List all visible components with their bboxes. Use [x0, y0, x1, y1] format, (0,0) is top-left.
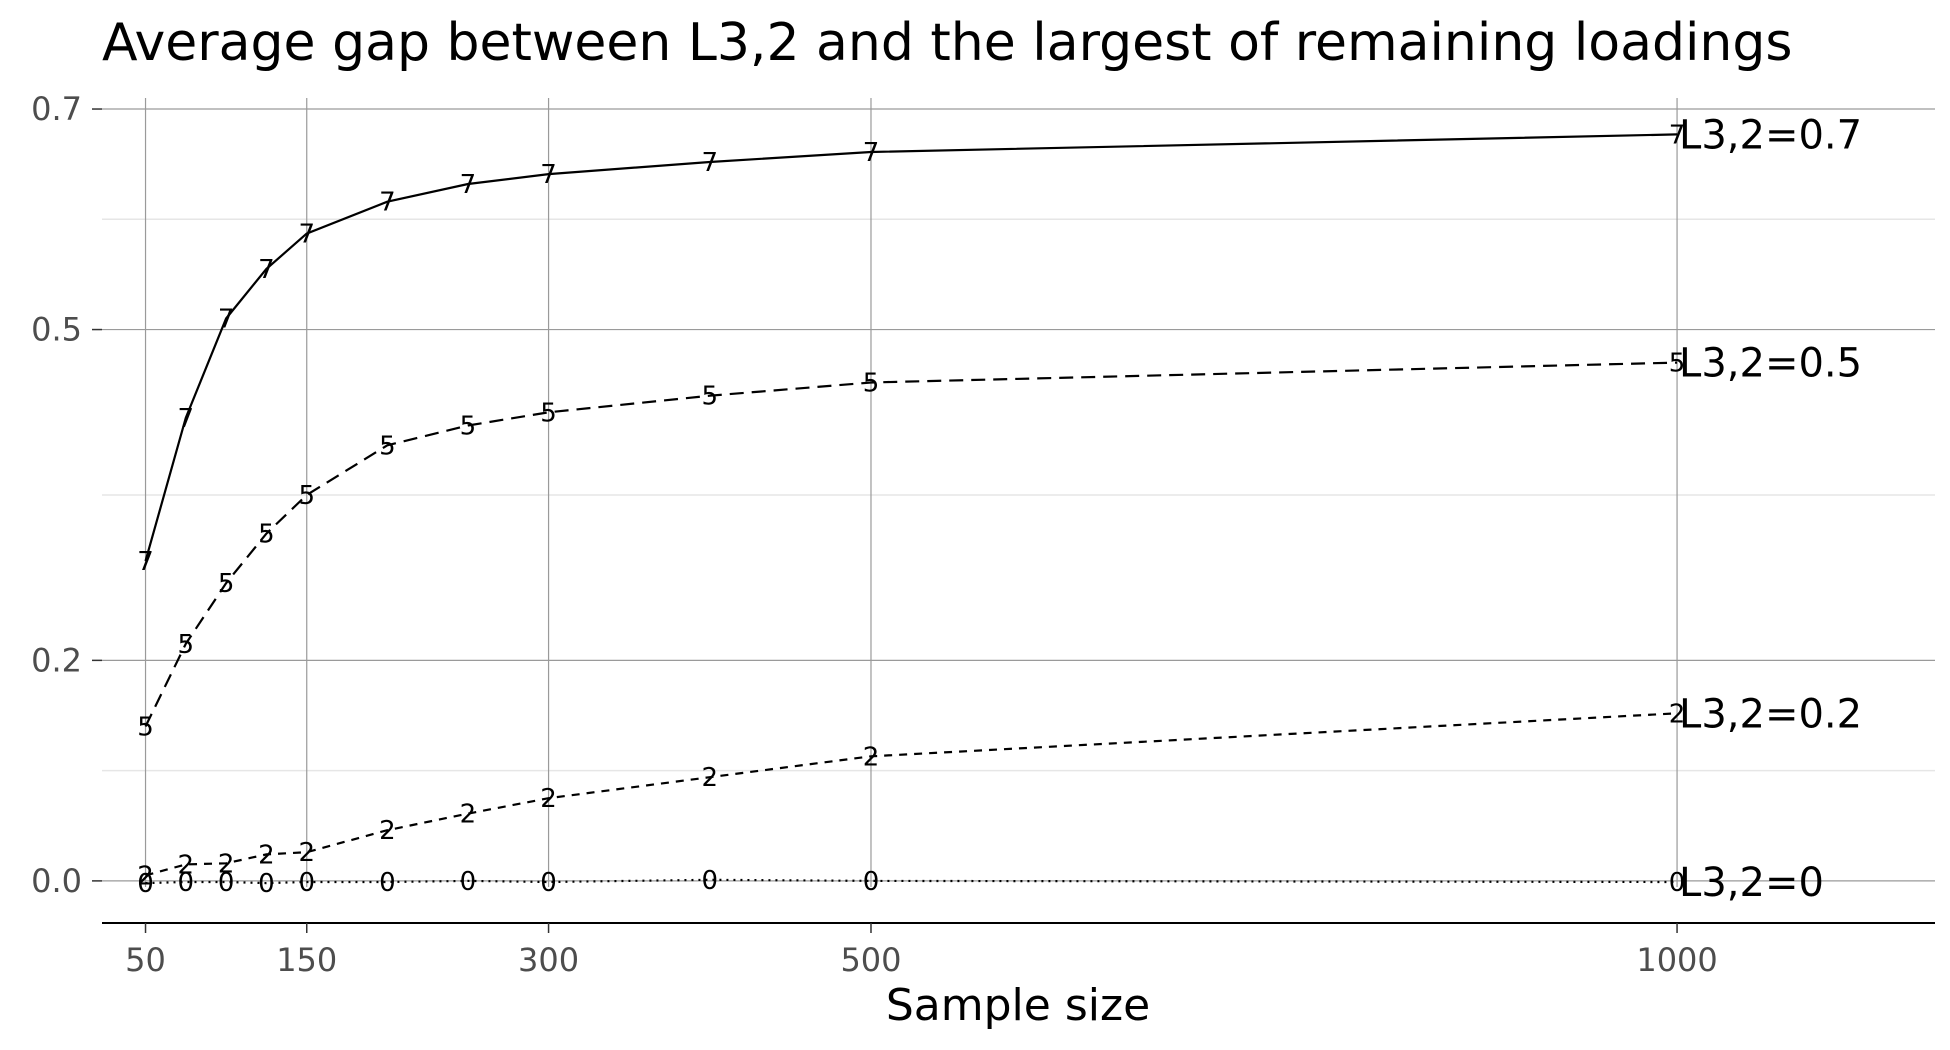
x-tick-label-0: 50	[125, 941, 166, 979]
series-2-point-10: 2	[1669, 699, 1686, 729]
series-label-2: L3,2=0.2	[1679, 691, 1862, 737]
series-1-point-1: 5	[178, 630, 195, 660]
series-1-point-0: 5	[137, 713, 154, 743]
y-tick-label-2: 0.5	[31, 311, 82, 349]
x-axis-title: Sample size	[886, 980, 1150, 1031]
minor-gridlines	[102, 218, 1935, 772]
series-0-point-3: 7	[258, 255, 275, 285]
series-line-2	[145, 712, 1678, 877]
series-2-point-1: 2	[178, 850, 195, 880]
series-3-point-5: 0	[379, 868, 396, 898]
series-label-0: L3,2=0.7	[1679, 112, 1862, 158]
series-3-point-4: 0	[298, 868, 315, 898]
series-labels: L3,2=0.7 L3,2=0.5 L3,2=0.2 L3,2=0	[1679, 112, 1862, 906]
x-tick-label-3: 500	[840, 941, 901, 979]
series-0-point-7: 7	[540, 160, 557, 190]
series-0-point-5: 7	[379, 188, 396, 218]
series-3-point-7: 0	[540, 868, 557, 898]
series-1-point-8: 5	[702, 382, 719, 412]
series-3-point-1: 0	[178, 868, 195, 898]
series-0-point-8: 7	[702, 148, 719, 178]
series-1-point-10: 5	[1669, 349, 1686, 379]
series-0-point-9: 7	[863, 138, 880, 168]
y-tick-label-0: 0.0	[31, 862, 82, 900]
series-1-point-5: 5	[379, 431, 396, 461]
y-axis-ticks: 0.0 0.2 0.5 0.7	[31, 90, 102, 900]
series-2-point-6: 2	[460, 800, 477, 830]
series-0-point-10: 7	[1669, 120, 1686, 150]
series-2-point-9: 2	[863, 742, 880, 772]
series-1-point-2: 5	[218, 569, 235, 599]
series-3-point-9: 0	[863, 867, 880, 897]
series-0-point-1: 7	[178, 404, 195, 434]
series-3-point-3: 0	[258, 869, 275, 899]
series-3-point-10: 0	[1669, 868, 1686, 898]
chart-title: Average gap between L3,2 and the largest…	[102, 13, 1792, 73]
series-1-point-9: 5	[863, 368, 880, 398]
x-tick-label-2: 300	[518, 941, 579, 979]
series-0-point-4: 7	[298, 220, 315, 250]
series-2-point-2: 2	[218, 849, 235, 879]
series-3-point-8: 0	[702, 866, 719, 896]
series-2-point-7: 2	[540, 784, 557, 814]
series-lines	[144, 133, 1678, 885]
x-axis-ticks: 50 150 300 500 1000	[125, 923, 1718, 979]
series-3-point-2: 0	[218, 868, 235, 898]
y-tick-label-1: 0.2	[31, 641, 82, 679]
x-tick-label-4: 1000	[1636, 941, 1717, 979]
major-gridlines	[102, 98, 1935, 887]
series-2-point-4: 2	[298, 838, 315, 868]
series-label-3: L3,2=0	[1679, 860, 1824, 906]
series-2-point-3: 2	[258, 840, 275, 870]
series-0-point-2: 7	[218, 305, 235, 335]
series-line-1	[144, 361, 1678, 727]
series-1-point-4: 5	[298, 481, 315, 511]
y-tick-label-3: 0.7	[31, 90, 82, 128]
series-label-1: L3,2=0.5	[1679, 341, 1862, 387]
series-2-point-0: 2	[137, 861, 154, 891]
series-1-point-6: 5	[460, 411, 477, 441]
series-0-point-0: 7	[137, 547, 154, 577]
series-3-point-6: 0	[460, 867, 477, 897]
series-2-point-8: 2	[702, 763, 719, 793]
x-tick-label-1: 150	[276, 941, 337, 979]
series-0-point-6: 7	[460, 170, 477, 200]
series-line-0	[144, 133, 1678, 562]
series-1-point-3: 5	[258, 520, 275, 550]
series-3-point-0: 0	[137, 869, 154, 899]
series-1-point-7: 5	[540, 398, 557, 428]
series-2-point-5: 2	[379, 816, 396, 846]
